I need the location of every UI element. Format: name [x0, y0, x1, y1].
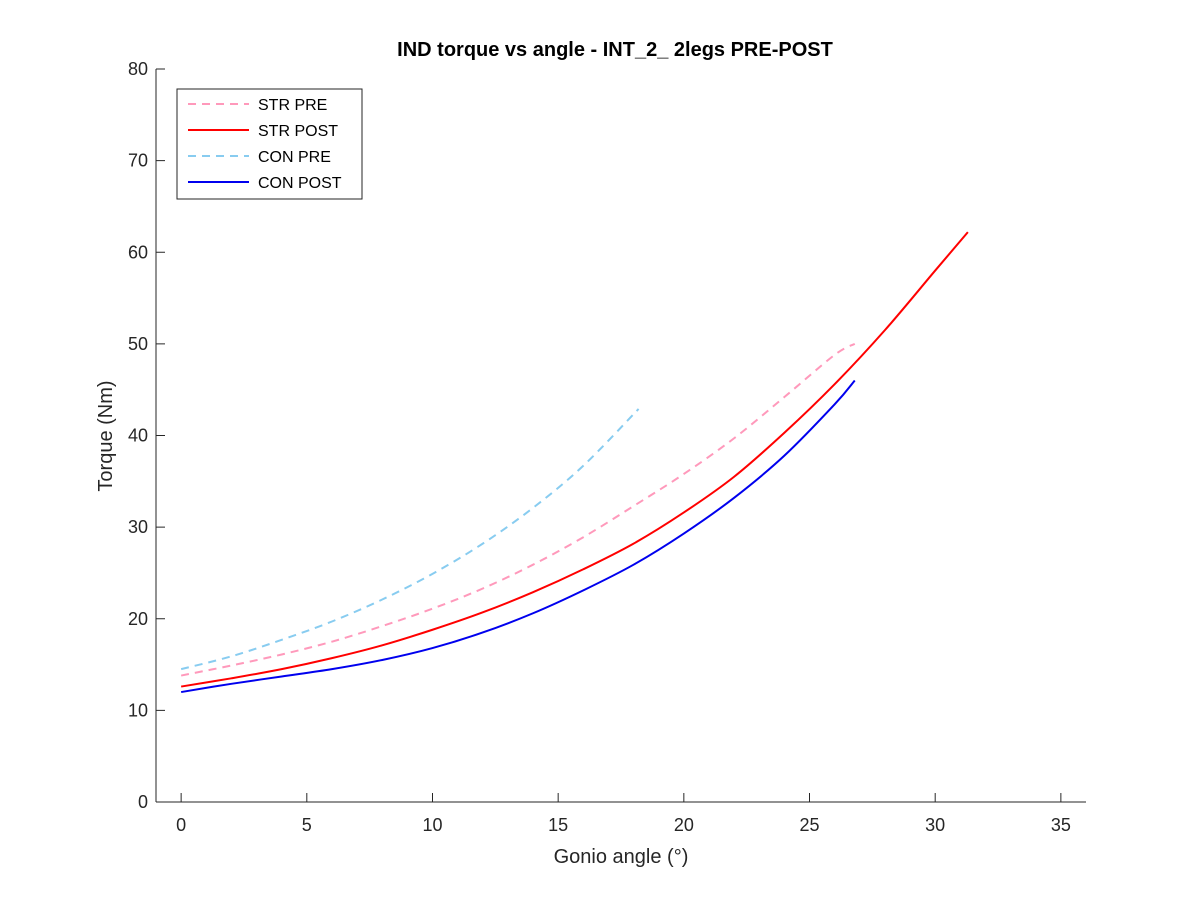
x-tick-label: 25 — [799, 815, 819, 835]
y-tick-label: 30 — [128, 517, 148, 537]
y-tick-label: 40 — [128, 426, 148, 446]
x-tick-label: 35 — [1051, 815, 1071, 835]
y-tick-label: 70 — [128, 151, 148, 171]
y-tick-label: 80 — [128, 59, 148, 79]
series-line-str-pre — [180, 342, 856, 677]
y-tick-label: 50 — [128, 334, 148, 354]
legend-label: STR POST — [258, 123, 338, 140]
legend-label: STR PRE — [258, 97, 327, 114]
series-layer — [180, 231, 969, 694]
x-tick-label: 30 — [925, 815, 945, 835]
y-tick-label: 20 — [128, 609, 148, 629]
y-tick-label: 10 — [128, 700, 148, 720]
series-line-con-post — [180, 379, 856, 694]
x-tick-label: 5 — [302, 815, 312, 835]
x-tick-label: 0 — [176, 815, 186, 835]
x-axis-title: Gonio angle (°) — [554, 846, 689, 868]
legend-box — [176, 88, 363, 200]
y-tick-label: 60 — [128, 242, 148, 262]
x-tick-label: 20 — [674, 815, 694, 835]
y-tick-label: 0 — [138, 792, 148, 812]
series-line-str-post — [180, 231, 969, 688]
chart-title: IND torque vs angle - INT_2_ 2legs PRE-P… — [397, 39, 833, 61]
x-tick-label: 15 — [548, 815, 568, 835]
tick-layer: 0 5 10 15 20 25 30 35 0 10 20 30 40 50 60 70 80 — [128, 59, 1071, 835]
legend-label: CON POST — [258, 175, 342, 192]
y-axis-title: Torque (Nm) — [95, 380, 117, 491]
legend: STR PRE STR POST CON PRE CON POST — [176, 88, 363, 200]
x-tick-label: 10 — [422, 815, 442, 835]
legend-label: CON PRE — [258, 149, 331, 166]
